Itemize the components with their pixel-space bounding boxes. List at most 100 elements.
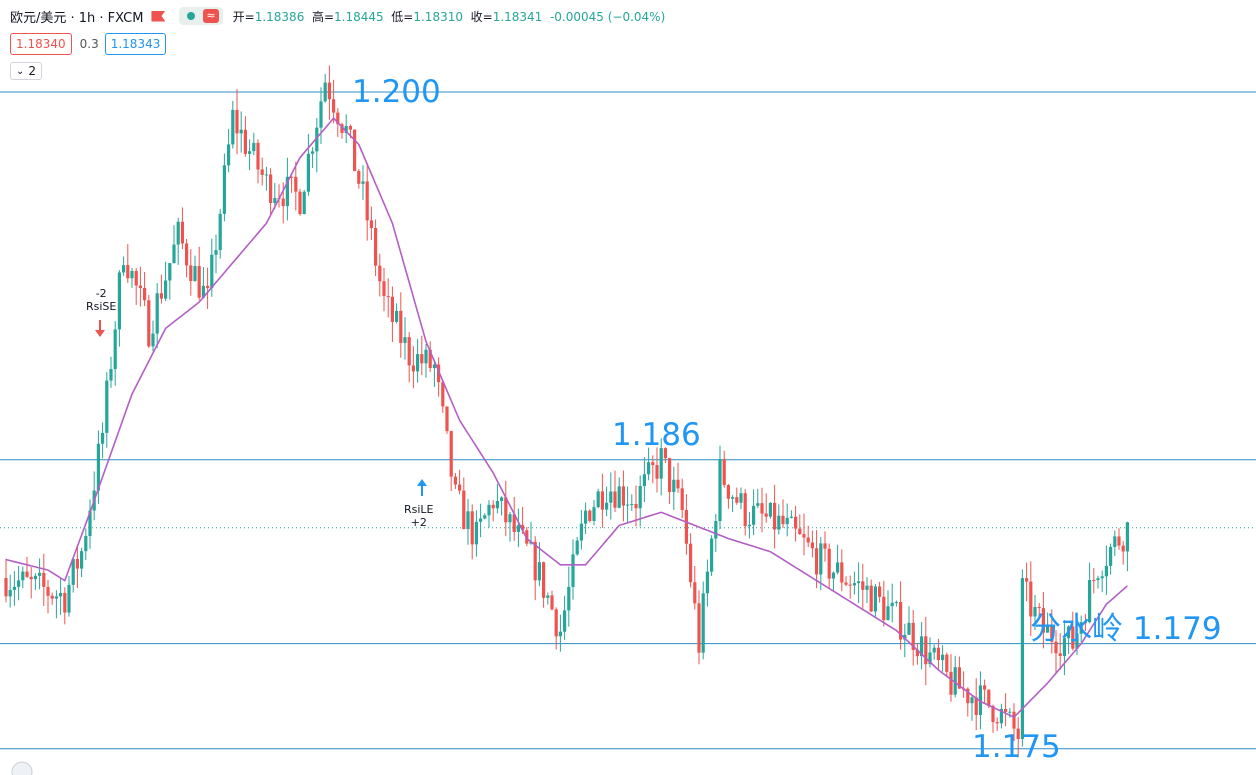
candle-body	[134, 270, 138, 286]
candle-body	[126, 265, 130, 279]
close-label: 收=	[470, 9, 493, 24]
candle-body	[605, 502, 609, 510]
candle-body	[920, 636, 924, 657]
high-value: 1.18445	[334, 9, 384, 24]
candle-body	[819, 543, 823, 575]
short-signal-count: -2	[95, 287, 107, 300]
candle-body	[861, 581, 865, 590]
candle-body	[54, 596, 58, 599]
candle-body	[327, 82, 331, 100]
candle-body	[353, 129, 357, 172]
candle-body	[873, 586, 877, 612]
candle-body	[264, 174, 268, 176]
candle-body	[449, 431, 453, 477]
candle-body	[697, 603, 701, 653]
candle-body	[113, 329, 117, 370]
candle-body	[894, 601, 898, 603]
candle-body	[558, 631, 562, 637]
candle-body	[201, 285, 205, 298]
open-label: 开=	[232, 9, 255, 24]
candle-body	[1121, 545, 1125, 552]
flag-icon[interactable]	[151, 10, 166, 22]
candle-body	[642, 474, 646, 487]
candle-body	[361, 181, 365, 184]
candle-body	[458, 484, 462, 491]
candle-body	[80, 551, 84, 569]
candle-body	[491, 504, 495, 509]
candle-body	[789, 516, 793, 518]
candle-body	[441, 382, 445, 407]
candle-body	[1058, 653, 1062, 656]
buy-button[interactable]: 1.18343	[104, 33, 167, 55]
candle-body	[319, 101, 323, 128]
candle-body	[915, 649, 919, 657]
candle-body	[1117, 536, 1121, 546]
candle-body	[773, 502, 777, 530]
candle-body	[311, 151, 315, 154]
candle-body	[281, 198, 285, 207]
candle-body	[357, 171, 361, 184]
candle-body	[806, 537, 810, 543]
candle-body	[260, 169, 264, 175]
candle-body	[176, 221, 180, 245]
candle-body	[710, 538, 714, 572]
candle-body	[273, 198, 277, 203]
scroll-button	[11, 761, 33, 775]
candle-body	[764, 513, 768, 517]
candle-body	[567, 586, 571, 611]
indicators-toggle[interactable]: ⌄ 2	[10, 62, 43, 80]
wave-icon: ≈	[203, 9, 219, 23]
candle-body	[420, 354, 424, 364]
candle-body	[563, 610, 567, 632]
candle-body	[953, 667, 957, 695]
candle-body	[579, 523, 583, 541]
candle-body	[768, 502, 772, 517]
candle-body	[1008, 711, 1012, 713]
candle-body	[957, 667, 961, 689]
candle-body	[508, 514, 512, 523]
candle-body	[899, 601, 903, 640]
candle-body	[1016, 728, 1020, 740]
candle-body	[1113, 536, 1117, 547]
candle-body	[974, 697, 978, 716]
candle-body	[416, 354, 420, 372]
candle-body	[857, 581, 861, 584]
candle-body	[189, 265, 193, 282]
moving-average-line	[5, 117, 1128, 719]
candle-body	[1046, 625, 1050, 633]
candle-body	[210, 254, 214, 289]
candle-body	[852, 583, 856, 586]
status-pill[interactable]: ≈	[179, 7, 223, 25]
chart-header: 欧元/美元 · 1h · FXCM ≈ 开=1.18386 高=1.18445 …	[10, 6, 665, 26]
candle-body	[878, 586, 882, 597]
candle-body	[306, 153, 310, 192]
candle-body	[815, 548, 819, 575]
short-signal-arrow-icon	[95, 320, 105, 337]
candle-body	[122, 265, 126, 273]
candle-body	[978, 685, 982, 716]
level-label-1200: 1.200	[352, 74, 441, 110]
candle-body	[705, 571, 709, 594]
candle-body	[206, 285, 210, 289]
candle-body	[756, 503, 760, 506]
candle-body	[33, 575, 37, 580]
candle-body	[836, 562, 840, 573]
candle-body	[718, 459, 722, 522]
candle-body	[903, 634, 907, 640]
candle-body	[1004, 708, 1008, 712]
candle-body	[302, 191, 306, 215]
candle-body	[470, 511, 474, 545]
candle-body	[546, 595, 550, 598]
sell-button[interactable]: 1.18340	[10, 33, 72, 55]
candle-body	[743, 493, 747, 527]
candle-body	[928, 652, 932, 665]
candle-body	[827, 548, 831, 579]
candle-body	[348, 125, 352, 130]
candle-body	[701, 593, 705, 653]
candle-body	[840, 562, 844, 583]
candle-body	[752, 505, 756, 525]
candle-body	[781, 515, 785, 525]
candle-body	[966, 688, 970, 704]
symbol-label[interactable]: 欧元/美元 · 1h · FXCM	[10, 10, 144, 26]
